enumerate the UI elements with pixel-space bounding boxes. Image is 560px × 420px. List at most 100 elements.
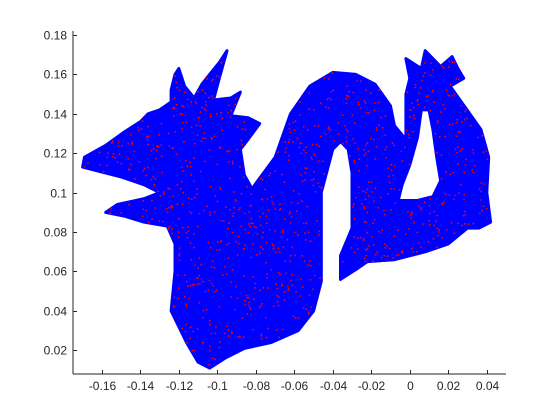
red-point — [152, 175, 155, 178]
red-point — [196, 283, 199, 286]
red-point — [409, 214, 412, 216]
red-point — [356, 80, 359, 82]
red-point — [199, 125, 202, 127]
red-point — [285, 272, 287, 275]
red-point — [479, 199, 482, 201]
red-point — [212, 285, 214, 287]
red-point — [460, 183, 462, 186]
red-point — [479, 212, 481, 215]
red-point — [185, 121, 188, 124]
red-point — [172, 107, 174, 110]
red-point — [111, 140, 114, 143]
red-point — [227, 257, 230, 259]
red-point — [457, 131, 460, 134]
red-point — [241, 317, 244, 319]
red-point — [472, 152, 475, 155]
red-point — [299, 101, 302, 103]
red-point — [485, 207, 488, 210]
red-point — [183, 141, 185, 143]
red-point — [266, 327, 269, 330]
red-point — [294, 120, 297, 122]
red-point — [371, 260, 374, 262]
red-point — [110, 207, 112, 210]
red-point — [131, 143, 134, 146]
red-point — [265, 241, 268, 244]
x-tick-label: -0.08 — [243, 379, 271, 393]
red-point — [193, 142, 196, 145]
red-point — [404, 233, 407, 236]
red-point — [307, 231, 310, 234]
red-point — [442, 67, 445, 69]
red-point — [265, 215, 268, 218]
red-point — [152, 148, 155, 150]
red-point — [142, 199, 145, 202]
red-point — [127, 142, 130, 145]
red-point — [190, 174, 193, 176]
red-point — [264, 316, 267, 319]
red-point — [106, 156, 109, 159]
red-point — [227, 111, 230, 114]
red-point — [313, 124, 316, 127]
red-point — [456, 118, 458, 121]
red-point — [109, 212, 112, 215]
red-point — [189, 337, 192, 340]
red-point — [173, 97, 176, 99]
red-point — [433, 224, 435, 227]
red-point — [414, 86, 417, 89]
red-point — [268, 228, 271, 231]
red-point — [319, 135, 322, 138]
red-point — [226, 325, 228, 328]
red-point — [345, 97, 347, 100]
red-point — [173, 296, 176, 299]
y-tick-label: 0.1 — [50, 187, 67, 201]
red-point — [413, 114, 416, 117]
red-point — [384, 115, 387, 118]
red-point — [255, 226, 257, 229]
red-point — [378, 89, 381, 92]
red-point — [326, 98, 329, 101]
red-point — [430, 62, 432, 65]
red-point — [460, 104, 463, 107]
red-point — [431, 69, 434, 71]
red-point — [259, 304, 262, 307]
red-point — [312, 178, 315, 181]
red-point — [266, 197, 269, 200]
red-point — [213, 135, 216, 138]
red-point — [282, 246, 285, 248]
red-point — [185, 305, 188, 308]
red-point — [244, 128, 247, 131]
red-point — [196, 328, 199, 330]
red-point — [117, 145, 120, 147]
red-point — [464, 213, 467, 216]
red-point — [274, 170, 277, 172]
red-point — [261, 302, 264, 305]
red-point — [480, 190, 482, 193]
red-point — [455, 78, 458, 80]
red-point — [199, 111, 202, 113]
red-point — [202, 316, 204, 319]
red-point — [217, 241, 219, 243]
red-point — [227, 161, 230, 163]
red-point — [457, 78, 460, 81]
red-point — [219, 147, 222, 150]
red-point — [379, 116, 382, 119]
x-tick-label: -0.02 — [358, 379, 386, 393]
red-point — [290, 215, 293, 218]
red-point — [223, 332, 226, 335]
red-point — [366, 188, 369, 191]
red-point — [262, 212, 265, 215]
red-point — [204, 109, 207, 112]
y-tick-label: 0.02 — [44, 344, 68, 358]
red-point — [163, 193, 165, 196]
red-point — [277, 304, 280, 307]
red-point — [427, 95, 430, 97]
red-point — [167, 227, 170, 230]
red-point — [158, 220, 161, 223]
red-point — [330, 91, 333, 93]
red-point — [415, 251, 418, 253]
red-point — [356, 237, 359, 240]
red-point — [127, 157, 130, 160]
red-point — [121, 144, 123, 147]
red-point — [363, 148, 365, 151]
red-point — [248, 211, 251, 213]
